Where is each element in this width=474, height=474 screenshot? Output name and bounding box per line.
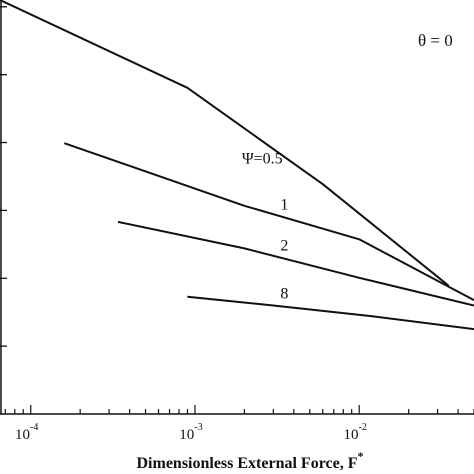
x-tick-label-base: 10 (15, 427, 30, 443)
series-line (187, 295, 474, 331)
series-label: 8 (280, 286, 288, 303)
series-label: 2 (280, 238, 288, 255)
series-line (117, 220, 474, 307)
series-line (63, 142, 474, 301)
x-tick-label: 10-2 (344, 422, 367, 443)
curve-labels: Ψ=0.5 1 2 8 (242, 151, 288, 303)
x-tick-label-exp: -3 (194, 422, 202, 433)
x-tick-label-base: 10 (179, 427, 194, 443)
y-ticks (0, 6, 7, 347)
curves (0, 0, 474, 331)
x-tick-label: 10-4 (15, 422, 38, 443)
theta-annotation: θ = 0 (418, 31, 453, 50)
x-tick-label: 10-3 (179, 422, 202, 443)
x-ticks: 10-4 10-3 10-2 (4, 405, 474, 443)
x-axis-title: Dimensionless External Force, F* (136, 449, 363, 472)
x-axis-title-text: Dimensionless External Force, F (136, 455, 357, 472)
series-label: 1 (280, 196, 288, 213)
x-axis-title-sup: * (358, 449, 364, 463)
x-tick-label-base: 10 (344, 427, 359, 443)
series-label: Ψ=0.5 (242, 151, 283, 168)
x-tick-label-exp: -4 (30, 422, 38, 433)
series-line (0, 0, 450, 287)
x-tick-label-exp: -2 (359, 422, 367, 433)
